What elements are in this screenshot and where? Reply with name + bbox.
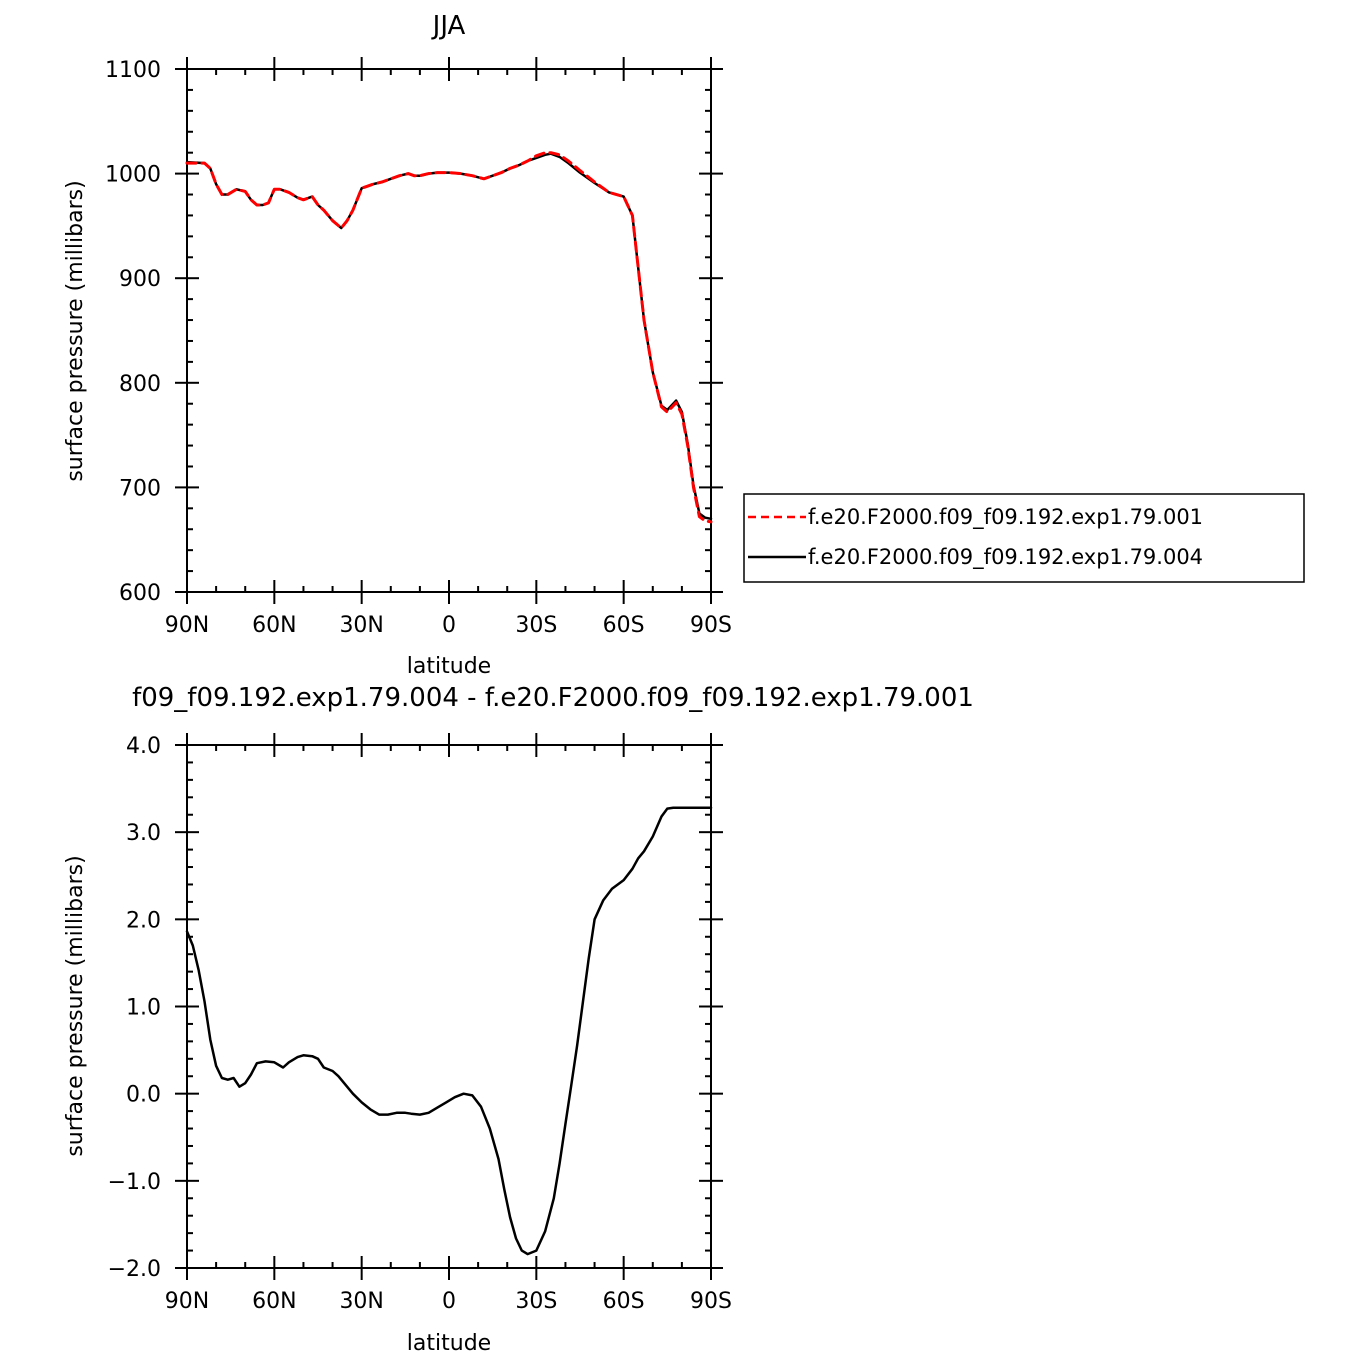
bottom-x-tick-label: 30N xyxy=(339,1289,383,1314)
top-y-tick-label: 1100 xyxy=(105,58,161,83)
top-y-tick-label: 600 xyxy=(119,581,161,606)
bottom-y-tick-label: 2.0 xyxy=(126,908,161,933)
top-x-tick-label: 60S xyxy=(603,613,645,638)
top-x-tick-label: 90N xyxy=(165,613,209,638)
legend-box xyxy=(743,493,1305,583)
top-panel: JJA 90N 60N 30N 0 30S 60S 90S 600 700 800 900 1000 1… xyxy=(63,11,732,679)
top-x-tick-label: 90S xyxy=(690,613,732,638)
top-x-axis-label: latitude xyxy=(407,654,491,679)
bottom-x-tick-label: 90S xyxy=(690,1289,732,1314)
bottom-y-axis-label: surface pressure (millibars) xyxy=(63,855,88,1156)
bottom-x-tick-label: 30S xyxy=(515,1289,557,1314)
bottom-panel: f09_f09.192.exp1.79.004 - f.e20.F2000.f0… xyxy=(63,683,974,1356)
top-x-tick-label: 0 xyxy=(442,613,456,638)
top-x-tick-label: 60N xyxy=(252,613,296,638)
bottom-chart-title: f09_f09.192.exp1.79.004 - f.e20.F2000.f0… xyxy=(132,683,974,713)
bottom-y-tick-label: −2.0 xyxy=(108,1257,161,1282)
bottom-x-tick-label: 0 xyxy=(442,1289,456,1314)
bottom-series-group xyxy=(185,806,713,1256)
top-plot-frame xyxy=(186,68,712,593)
bottom-x-tick-label: 90N xyxy=(165,1289,209,1314)
top-y-tick-label: 700 xyxy=(119,476,161,501)
bottom-plot-frame xyxy=(186,744,712,1269)
legend: f.e20.F2000.f09_f09.192.exp1.79.001 f.e2… xyxy=(743,493,1305,583)
top-plot-area: 90N 60N 30N 0 30S 60S 90S 600 700 800 900 1000 1100 xyxy=(105,57,732,638)
legend-label-series-2: f.e20.F2000.f09_f09.192.exp1.79.004 xyxy=(808,545,1203,570)
bottom-x-tick-label: 60S xyxy=(603,1289,645,1314)
bottom-y-tick-label: 3.0 xyxy=(126,821,161,846)
bottom-x-tick-label: 60N xyxy=(252,1289,296,1314)
top-y-tick-label: 800 xyxy=(119,372,161,397)
top-series-line-2 xyxy=(185,152,713,521)
top-series-line-1 xyxy=(185,151,713,524)
bottom-y-tick-label: −1.0 xyxy=(108,1170,161,1195)
legend-label-series-1: f.e20.F2000.f09_f09.192.exp1.79.001 xyxy=(808,505,1203,530)
bottom-y-tick-label: 0.0 xyxy=(126,1083,161,1108)
top-x-tick-label: 30S xyxy=(515,613,557,638)
bottom-x-axis-label: latitude xyxy=(407,1331,491,1356)
bottom-plot-area: 90N 60N 30N 0 30S 60S 90S −2.0 −1.0 0.0 1.0 2.0 3.0 4… xyxy=(108,733,732,1314)
bottom-y-tick-label: 1.0 xyxy=(126,996,161,1021)
top-y-tick-label: 1000 xyxy=(105,163,161,188)
top-chart-title: JJA xyxy=(431,11,466,41)
bottom-y-tick-label: 4.0 xyxy=(126,734,161,759)
top-y-tick-label: 900 xyxy=(119,267,161,292)
top-y-axis-label: surface pressure (millibars) xyxy=(63,180,88,481)
bottom-series-line-1 xyxy=(185,806,713,1256)
top-series-group xyxy=(185,151,713,524)
top-x-tick-label: 30N xyxy=(339,613,383,638)
